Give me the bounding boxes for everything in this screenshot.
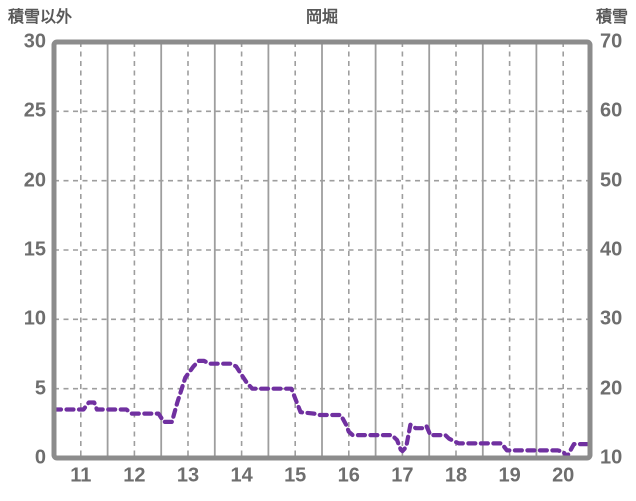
chart-title: 岡堀	[305, 9, 339, 26]
left-axis-tick-label: 30	[23, 30, 46, 53]
x-axis-tick-label: 13	[176, 464, 200, 487]
x-axis-tick-label: 16	[337, 464, 360, 487]
x-axis-tick-label: 14	[230, 464, 253, 487]
right-axis-tick-label: 60	[600, 99, 623, 122]
x-axis-tick-label: 12	[123, 464, 146, 487]
x-axis-tick-label: 17	[391, 464, 414, 487]
x-axis-tick-label: 20	[552, 464, 575, 487]
data-line	[51, 358, 590, 459]
right-axis-tick-label: 70	[600, 30, 623, 53]
left-axis-tick-label: 0	[34, 446, 46, 469]
x-axis-tick-label: 19	[498, 464, 521, 487]
right-axis-tick-label: 30	[600, 307, 623, 330]
left-axis-tick-label: 25	[23, 99, 46, 122]
right-axis-title: 積雪	[595, 9, 628, 26]
left-axis-tick-label: 5	[34, 377, 46, 400]
right-axis-tick-label: 10	[600, 446, 623, 469]
x-axis-tick-label: 15	[284, 464, 307, 487]
plot-frame	[51, 39, 593, 461]
x-axis-tick-label: 18	[444, 464, 468, 487]
x-axis-tick-label: 11	[70, 464, 92, 487]
left-axis-tick-label: 20	[23, 169, 46, 192]
left-axis-tick-label: 15	[23, 238, 46, 261]
left-axis-title: 積雪以外	[8, 9, 73, 26]
right-axis-tick-label: 50	[600, 169, 623, 192]
right-axis-tick-label: 40	[600, 238, 623, 261]
right-axis-tick-label: 20	[600, 377, 623, 400]
left-axis-tick-label: 10	[23, 307, 46, 330]
